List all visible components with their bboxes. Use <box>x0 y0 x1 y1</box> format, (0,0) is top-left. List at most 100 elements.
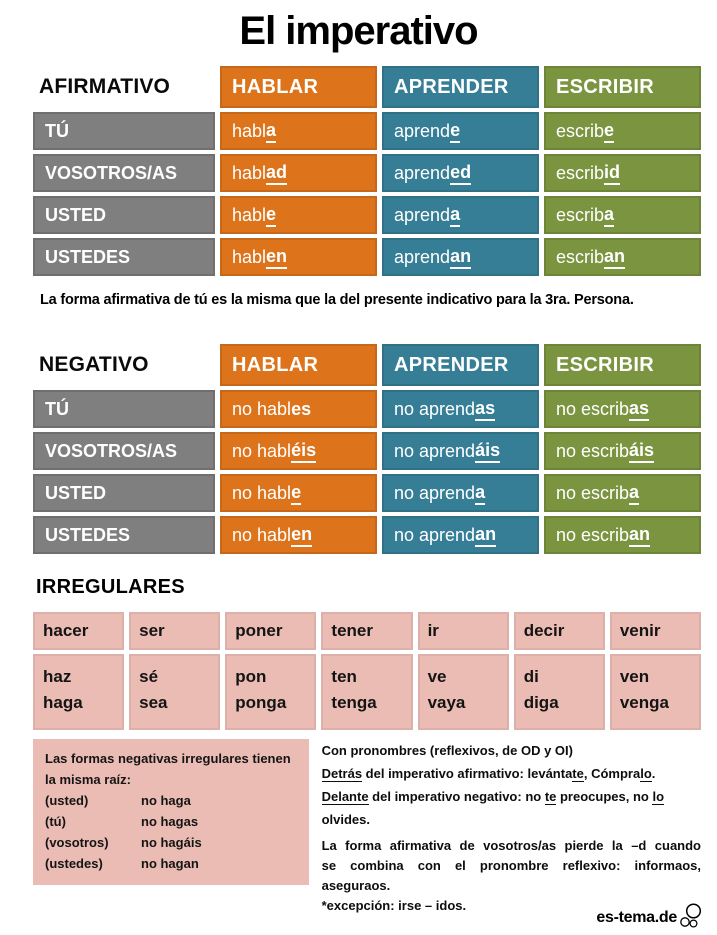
usted-form: ponga <box>235 693 287 712</box>
column-header-aprender: APRENDER <box>382 66 539 108</box>
logo-text: es-tema.de <box>596 909 677 926</box>
verb-cell: aprend an <box>382 238 539 276</box>
verb-cell: escrib id <box>544 154 701 192</box>
row-label-usted: USTED <box>33 196 215 234</box>
verb-cell: no escrib an <box>544 516 701 554</box>
verb-base: escrib <box>556 204 605 225</box>
irregular-forms-cell: ten tenga <box>321 654 413 730</box>
row-label-vosotros: VOSOTROS/AS <box>33 432 215 470</box>
row-label-vosotros: VOSOTROS/AS <box>33 154 215 192</box>
verb-cell: no aprend a <box>382 474 539 512</box>
verb-cell: no habl en <box>220 516 377 554</box>
verb-base: no aprend <box>394 440 476 461</box>
irregular-verb-cell: hacer <box>33 612 125 650</box>
irregular-forms-cell: pon ponga <box>225 654 317 730</box>
column-header-escribir: ESCRIBIR <box>544 66 701 108</box>
verb-cell: habl en <box>220 238 377 276</box>
verb-base: no aprend <box>394 398 476 419</box>
verb-base: habl <box>232 246 267 267</box>
worksheet-page: { "title": "El imperativo", "colors": { … <box>0 8 717 935</box>
vosotros-note: La forma afirmativa de vosotros/as pierd… <box>322 836 701 916</box>
irregular-verb-cell: tener <box>321 612 413 650</box>
row-label-tu: TÚ <box>33 112 215 150</box>
verb-base: no escrib <box>556 524 630 545</box>
negative-form: no hagan <box>141 856 199 871</box>
affirmative-heading: AFIRMATIVO <box>39 75 171 98</box>
verb-cell: aprend ed <box>382 154 539 192</box>
irregular-forms-cell: sé sea <box>129 654 221 730</box>
verb-base: aprend <box>394 162 451 183</box>
page-title: El imperativo <box>239 9 478 53</box>
tu-form: ve <box>427 667 447 686</box>
verb-ending: áis <box>475 440 501 463</box>
verb-ending: e <box>266 204 277 227</box>
verb-base: escrib <box>556 246 605 267</box>
verb-cell: no escrib as <box>544 390 701 428</box>
pronoun-rule-affirmative: Detrás del imperativo afirmativo: levánt… <box>321 766 656 782</box>
verb-base: habl <box>232 162 267 183</box>
verb-cell: no aprend as <box>382 390 539 428</box>
verb-cell: aprend e <box>382 112 539 150</box>
verb-ending: an <box>629 524 651 547</box>
column-header-aprender: APRENDER <box>382 344 539 386</box>
verb-cell: no escrib áis <box>544 432 701 470</box>
verb-base: no habl <box>232 482 292 503</box>
verb-base: no escrib <box>556 482 630 503</box>
irregular-verb-cell: decir <box>513 612 605 650</box>
tu-form: di <box>523 667 539 686</box>
irregular-forms-cell: di diga <box>513 654 605 730</box>
verb-ending: an <box>604 246 626 269</box>
usted-form: venga <box>619 693 669 712</box>
tu-form: ven <box>619 667 650 686</box>
verb-cell: no escrib a <box>544 474 701 512</box>
verb-ending: a <box>604 204 615 227</box>
irregular-verb-cell: ser <box>129 612 221 650</box>
tu-form: sé <box>139 667 159 686</box>
row-label-ustedes: USTEDES <box>33 516 215 554</box>
verb-cell: no aprend an <box>382 516 539 554</box>
verb-ending: es <box>291 398 312 419</box>
irregular-verb-cell: ir <box>417 612 509 650</box>
verb-base: escrib <box>556 120 605 141</box>
verb-ending: en <box>266 246 288 269</box>
verb-base: habl <box>232 204 267 225</box>
verb-base: aprend <box>394 246 451 267</box>
usted-form: diga <box>523 693 559 712</box>
verb-cell: aprend a <box>382 196 539 234</box>
verb-base: no escrib <box>556 398 630 419</box>
usted-form: vaya <box>427 693 466 712</box>
column-header-hablar: HABLAR <box>220 344 377 386</box>
verb-cell: no habl éis <box>220 432 377 470</box>
verb-ending: e <box>450 120 461 143</box>
vosotros-exception: *excepción: irse – idos. <box>321 898 467 913</box>
verb-cell: escrib an <box>544 238 701 276</box>
person-label: (usted) <box>45 793 89 808</box>
verb-ending: a <box>450 204 461 227</box>
verb-base: no habl <box>232 440 292 461</box>
verb-cell: no aprend áis <box>382 432 539 470</box>
person-label: (vosotros) <box>45 835 109 850</box>
irregular-verb-cell: venir <box>609 612 701 650</box>
affirmative-note: La forma afirmativa de tú es la misma qu… <box>40 292 634 308</box>
irregular-forms-cell: ve vaya <box>417 654 509 730</box>
vosotros-rule: La forma afirmativa de vosotros/as pierd… <box>321 838 701 893</box>
verb-ending: an <box>475 524 497 547</box>
negative-irregulars-box: Las formas negativas irregulares tienen … <box>33 739 309 885</box>
verb-base: aprend <box>394 120 451 141</box>
person-label: (ustedes) <box>45 856 103 871</box>
column-header-hablar: HABLAR <box>220 66 377 108</box>
verb-cell: no habl es <box>220 390 377 428</box>
verb-ending: e <box>291 482 302 505</box>
bottom-notes: Las formas negativas irregulares tienen … <box>33 739 701 916</box>
verb-cell: escrib a <box>544 196 701 234</box>
verb-ending: e <box>604 120 615 143</box>
row-label-tu: TÚ <box>33 390 215 428</box>
verb-ending: as <box>475 398 496 421</box>
verb-ending: a <box>475 482 486 505</box>
column-header-escribir: ESCRIBIR <box>544 344 701 386</box>
verb-ending: id <box>604 162 621 185</box>
usted-form: sea <box>139 693 168 712</box>
irregulars-heading: IRREGULARES <box>36 576 185 598</box>
verb-base: no aprend <box>394 482 476 503</box>
row-label-ustedes: USTEDES <box>33 238 215 276</box>
